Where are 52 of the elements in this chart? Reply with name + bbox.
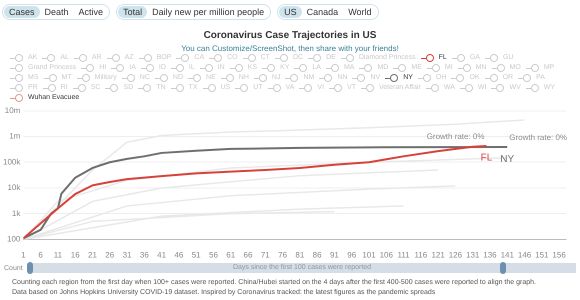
text: FL [480,152,492,164]
text: Cases [4,6,40,18]
x-tick-label: 6 [38,250,44,260]
y-tick-label: 10k [7,183,22,192]
y-tick-label: 100 [6,234,21,244]
x-tick-label: 51 [192,250,202,260]
x-tick-label: 16 [70,250,80,260]
annotation: Growth rate: 0% [509,133,568,142]
text: US [279,6,302,18]
x-tick-label: 96 [347,250,357,260]
x-tick-label: 121 [431,250,446,260]
y-tick-label: 100k [2,157,22,166]
x-tick-label: 91 [330,250,340,260]
x-tick-label: 141 [500,250,514,260]
y-tick-label: 10m [4,106,21,116]
text: Death [44,6,70,18]
x-tick-label: 61 [226,250,236,260]
x-tick-label: 151 [535,250,550,260]
x-tick-label: 126 [448,250,463,260]
x-tick-label: 26 [105,250,115,260]
x-tick-label: 106 [380,250,394,260]
text: Total [118,6,148,18]
x-tick-label: 36 [140,250,150,260]
text: Canada [306,6,340,18]
text: Daily new per million people [151,6,266,18]
x-tick-label: 71 [260,250,270,260]
x-tick-label: 41 [157,250,167,260]
x-tick-label: 46 [174,250,184,260]
text: World [347,6,373,18]
text: Active [78,6,104,18]
x-tick-label: 21 [88,250,98,260]
x-tick-label: 56 [208,250,218,260]
y-tick-label: 1m [9,132,21,141]
chart-subtitle: You can Customize/ScreenShot, then share with your friends! [180,44,400,53]
x-tick-label: 146 [518,250,532,260]
x-tick-label: 156 [552,250,566,260]
chart-title: Coronavirus Case Trajectories in US [202,30,378,41]
x-tick-label: 66 [244,250,254,260]
annotation: Growth rate: 0% [426,132,485,142]
x-tick-label: 11 [54,250,63,260]
x-tick-label: 136 [483,250,498,260]
x-tick-label: 31 [122,250,132,260]
y-tick-label: 1k [12,208,22,218]
x-tick-label: 131 [466,250,480,260]
x-tick-label: 111 [397,250,410,260]
x-tick-label: 81 [295,250,305,260]
x-tick-label: 116 [414,250,428,260]
text: NY [500,154,514,165]
x-tick-label: 86 [312,250,322,260]
x-tick-label: 1 [21,250,26,260]
x-tick-label: 76 [278,250,288,260]
x-tick-label: 101 [362,250,376,260]
